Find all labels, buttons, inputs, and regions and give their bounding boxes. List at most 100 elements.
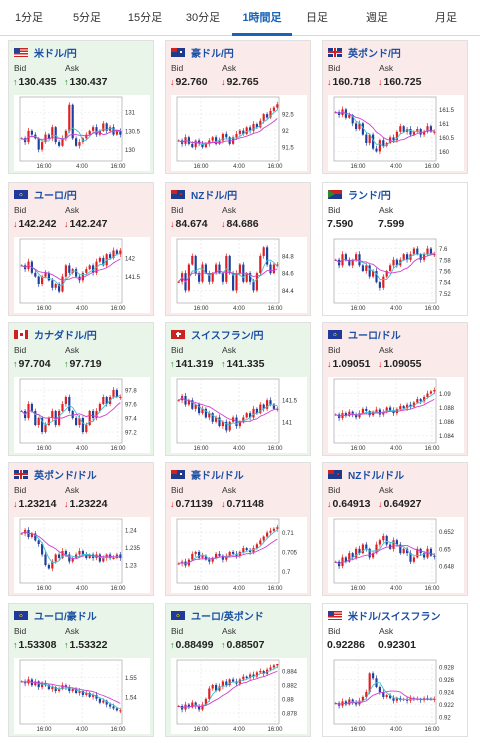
- candle-body: [249, 550, 252, 552]
- candle-body: [259, 404, 262, 414]
- candle-body: [95, 411, 98, 418]
- candlestick-chart[interactable]: 1.09 1.088 1.086 1.084 16:00 4:00 16:00: [328, 377, 464, 453]
- tab-1[interactable]: 5分足: [72, 12, 102, 24]
- y-tick-label: 7.6: [439, 247, 448, 253]
- rate-card[interactable]: ユーロ/ドル Bid Ask ↓ 1.09051 ↓ 1.09055 1.09 1.088 1.0…: [322, 322, 468, 456]
- candle-body: [245, 273, 248, 282]
- rate-card[interactable]: ランド/円 Bid Ask 7.590 7.599 7.6 7.58 7.56 7.54 7.52…: [322, 182, 468, 316]
- rate-card[interactable]: NZドル/円 Bid Ask ↓ 84.674 ↓ 84.686 84.8 84.6 84.4 16…: [165, 182, 311, 316]
- candle-body: [355, 123, 358, 129]
- ask-value: ↓ 92.765: [221, 76, 259, 88]
- candle-body: [112, 706, 115, 709]
- rate-card[interactable]: カナダドル/円 Bid Ask ↑ 97.704 ↑ 97.719 97.8 97.6 97.4 9…: [8, 322, 154, 456]
- rate-card[interactable]: NZドル/ドル Bid Ask ↓ 0.64913 ↓ 0.64927 0.652 0.65 0.…: [322, 462, 468, 596]
- candle-body: [95, 127, 98, 135]
- candle-body: [358, 254, 361, 266]
- candle-body: [423, 131, 426, 135]
- candle-body: [259, 540, 262, 545]
- candle-body: [194, 702, 197, 706]
- candle-body: [68, 104, 71, 131]
- currency-pair-link[interactable]: スイスフラン/円: [191, 330, 264, 342]
- candle-body: [208, 413, 211, 418]
- rate-card[interactable]: 豪ドル/ドル Bid Ask ↓ 0.71139 ↓ 0.71148 0.71 0.705 0.7…: [165, 462, 311, 596]
- currency-pair-link[interactable]: 英ポンド/円: [348, 48, 401, 60]
- candlestick-chart[interactable]: 0.928 0.926 0.924 0.922 0.92 16:00 4:00 16:00: [328, 658, 464, 734]
- candle-body: [406, 254, 409, 260]
- candlestick-chart[interactable]: 0.652 0.65 0.648 16:00 4:00 16:00: [328, 517, 464, 593]
- currency-pair-link[interactable]: 米ドル/円: [34, 48, 77, 60]
- currency-pair-link[interactable]: ランド/円: [348, 190, 391, 202]
- rate-card[interactable]: 英ポンド/円 Bid Ask ↓ 160.718 ↓ 160.725 161.5 161 160.…: [322, 40, 468, 174]
- rate-card[interactable]: 英ポンド/ドル Bid Ask ↓ 1.23214 ↓ 1.23224 1.24 1.235 1.…: [8, 462, 154, 596]
- candle-body: [392, 698, 395, 701]
- candle-body: [262, 404, 265, 409]
- candle-body: [75, 689, 78, 693]
- currency-pair-link[interactable]: ユーロ/英ポンド: [191, 611, 264, 623]
- candlestick-chart[interactable]: 0.884 0.882 0.88 0.878 16:00 4:00 16:00: [171, 658, 307, 734]
- bid-value-text: 84.674: [175, 218, 208, 230]
- candle-body: [266, 247, 269, 265]
- y-tick-label: 92: [282, 129, 289, 135]
- currency-pair-link[interactable]: ユーロ/豪ドル: [34, 611, 97, 623]
- candlestick-chart[interactable]: 131 130.5 130 16:00 4:00 16:00: [14, 95, 150, 171]
- flag-icon: [14, 189, 28, 199]
- candlestick-chart[interactable]: 1.55 1.54 16:00 4:00 16:00: [14, 658, 150, 734]
- rate-card[interactable]: ユーロ/円 Bid Ask ↓ 142.242 ↓ 142.247 142 141.5 16:00…: [8, 182, 154, 316]
- currency-pair-link[interactable]: 豪ドル/ドル: [191, 470, 244, 482]
- candlestick-chart[interactable]: 97.8 97.6 97.4 97.2 16:00 4:00 16:00: [14, 377, 150, 453]
- arrow-down-icon: ↓: [327, 359, 332, 369]
- tab-2[interactable]: 15分足: [127, 12, 163, 24]
- bid-value-text: 142.242: [18, 218, 57, 230]
- candle-body: [221, 133, 224, 141]
- candle-body: [276, 104, 279, 108]
- candlestick-chart[interactable]: 92.5 92 91.5 16:00 4:00 16:00: [171, 95, 307, 171]
- arrow-up-icon: ↑: [13, 77, 18, 87]
- candlestick-chart[interactable]: 84.8 84.6 84.4 16:00 4:00 16:00: [171, 237, 307, 313]
- candlestick-chart[interactable]: 161.5 161 160.5 160 16:00 4:00 16:00: [328, 95, 464, 171]
- rate-card[interactable]: 豪ドル/円 Bid Ask ↓ 92.760 ↓ 92.765 92.5 92 91.5 16:00…: [165, 40, 311, 174]
- x-tick-label: 16:00: [267, 446, 283, 452]
- candle-body: [406, 404, 409, 409]
- currency-pair-link[interactable]: ユーロ/円: [34, 190, 77, 202]
- x-tick-label: 4:00: [76, 727, 88, 733]
- candlestick-chart[interactable]: 141.5 141 16:00 4:00 16:00: [171, 377, 307, 453]
- candle-body: [215, 417, 218, 422]
- tab-5[interactable]: 日足: [306, 12, 328, 24]
- candle-body: [361, 408, 364, 414]
- ma-short-line: [21, 252, 121, 287]
- candlestick-chart[interactable]: 7.6 7.58 7.56 7.54 7.52 16:00 4:00 16:00: [328, 237, 464, 313]
- rate-card[interactable]: スイスフラン/円 Bid Ask ↑ 141.319 ↑ 141.335 141.5 141 16…: [165, 322, 311, 456]
- candle-body: [269, 264, 272, 274]
- tab-7[interactable]: 月足: [435, 12, 457, 24]
- rate-card[interactable]: 米ドル/スイスフラン Bid Ask 0.92286 0.92301 0.928 0.926…: [322, 603, 468, 737]
- currency-pair-link[interactable]: NZドル/円: [191, 190, 238, 202]
- candle-body: [115, 250, 118, 255]
- currency-pair-link[interactable]: 豪ドル/円: [191, 48, 234, 60]
- arrow-down-icon: ↓: [221, 77, 226, 87]
- rate-card[interactable]: 米ドル/円 Bid Ask ↑ 130.435 ↑ 130.437 131 130.5 130 16…: [8, 40, 154, 174]
- rate-card[interactable]: ユーロ/豪ドル Bid Ask ↑ 1.53308 ↑ 1.53322 1.55 1.54 16:…: [8, 603, 154, 737]
- y-tick-label: 92.5: [282, 113, 294, 119]
- candlestick-chart[interactable]: 1.24 1.235 1.23 16:00 4:00 16:00: [14, 517, 150, 593]
- candlestick-chart[interactable]: 0.71 0.705 0.7 16:00 4:00 16:00: [171, 517, 307, 593]
- candle-body: [218, 553, 221, 556]
- candle-body: [61, 551, 64, 558]
- tab-6[interactable]: 週足: [366, 12, 388, 24]
- rate-card[interactable]: ユーロ/英ポンド Bid Ask ↑ 0.88499 ↑ 0.88507 0.884 0.882…: [165, 603, 311, 737]
- tab-3[interactable]: 30分足: [185, 12, 221, 24]
- currency-pair-link[interactable]: 英ポンド/ドル: [34, 470, 97, 482]
- candle-body: [361, 696, 364, 701]
- candlestick-chart[interactable]: 142 141.5 16:00 4:00 16:00: [14, 237, 150, 313]
- tab-0[interactable]: 1分足: [14, 12, 44, 24]
- currency-pair-link[interactable]: 米ドル/スイスフラン: [348, 611, 441, 623]
- candle-body: [344, 557, 347, 562]
- candle-body: [378, 540, 381, 545]
- currency-pair-link[interactable]: カナダドル/円: [34, 330, 97, 342]
- candle-body: [75, 138, 78, 146]
- candle-body: [198, 706, 201, 710]
- currency-pair-link[interactable]: ユーロ/ドル: [348, 330, 401, 342]
- currency-pair-link[interactable]: NZドル/ドル: [348, 470, 405, 482]
- x-tick-label: 4:00: [76, 446, 88, 452]
- candle-body: [378, 140, 381, 152]
- tab-4[interactable]: 1時間足: [232, 0, 292, 36]
